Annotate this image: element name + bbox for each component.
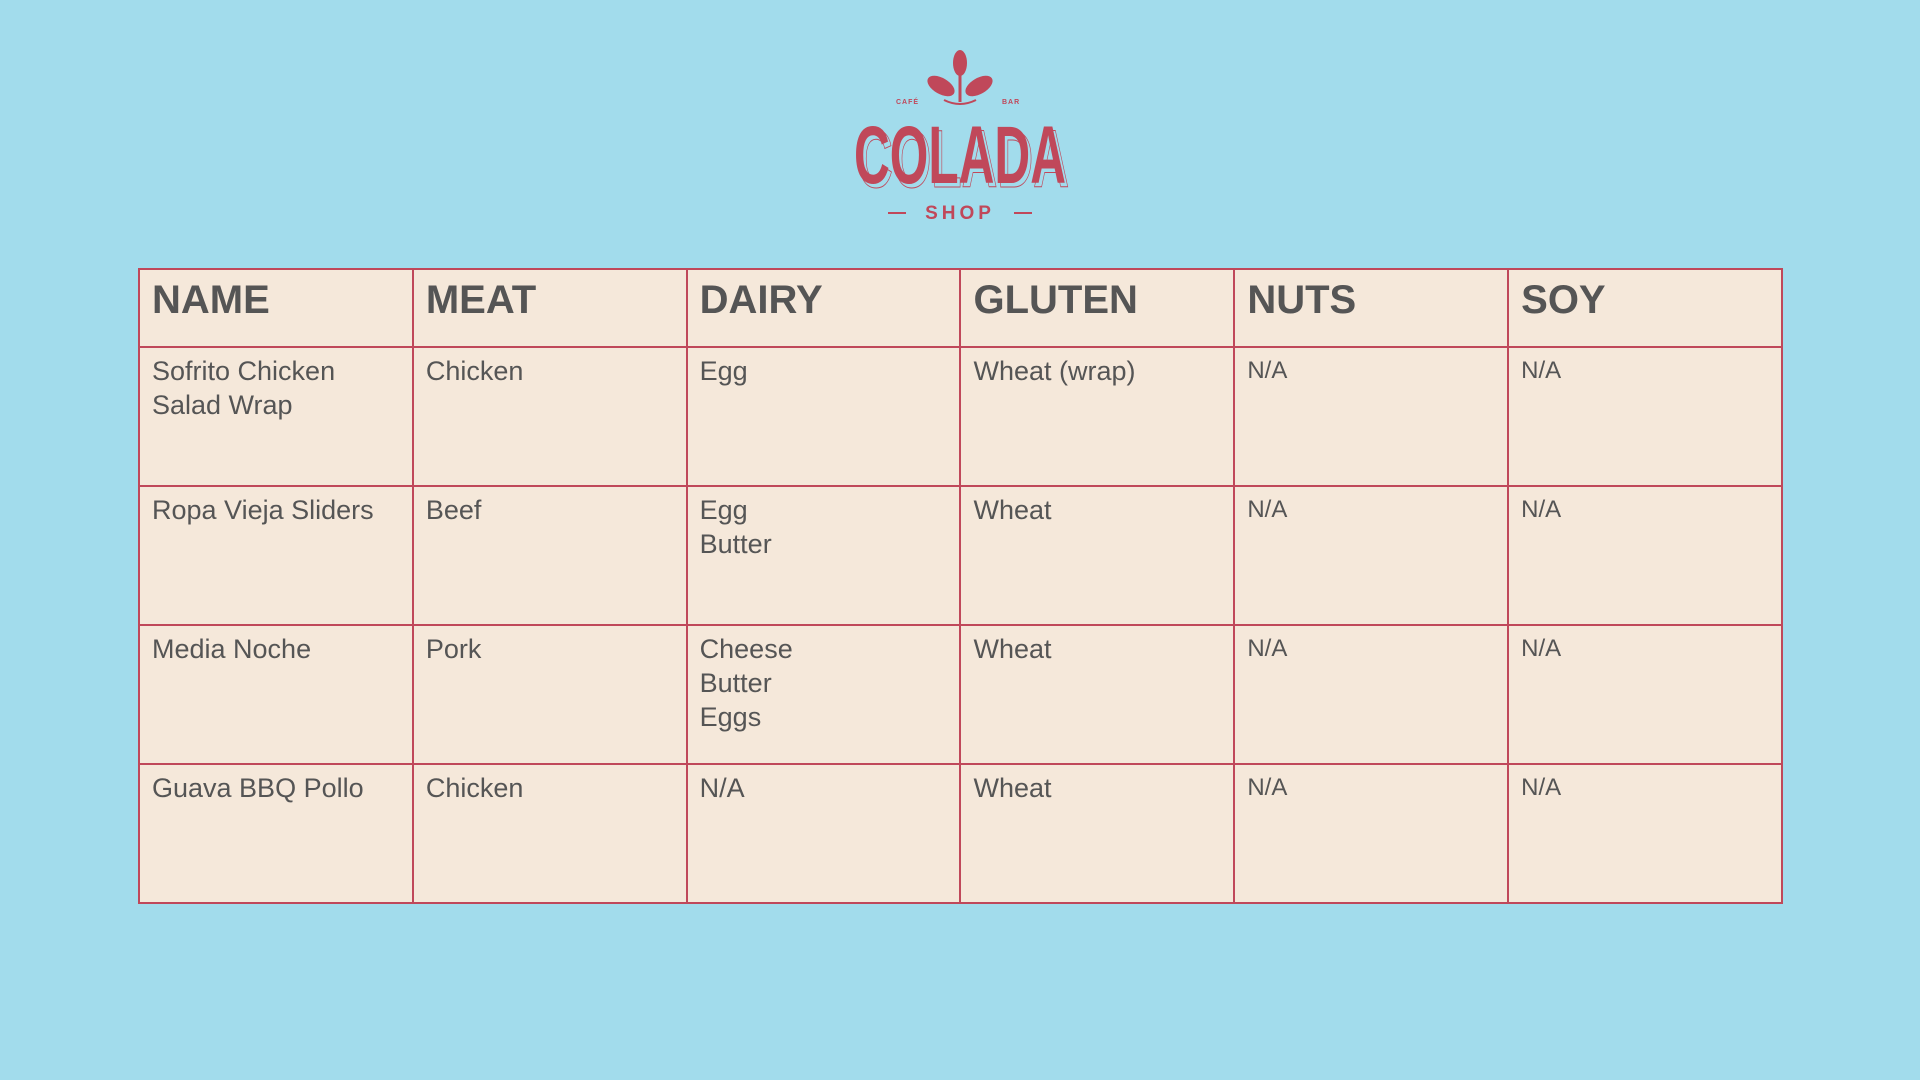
cell-line: Eggs — [699, 702, 762, 732]
logo-subtitle: SHOP — [925, 203, 995, 224]
cell-line: Guava BBQ Pollo — [152, 773, 364, 803]
cell-meat: Chicken — [411, 346, 688, 487]
cell-line: Butter — [699, 668, 772, 698]
cell-line: Sofrito Chicken — [152, 356, 336, 386]
header-name: NAME — [138, 268, 414, 348]
allergen-table: NAME MEAT DAIRY GLUTEN NUTS SOY Sofrito … — [138, 268, 1783, 904]
header-soy: SOY — [1507, 268, 1783, 348]
cell-name: Sofrito Chicken Salad Wrap — [138, 346, 414, 487]
cell-soy: N/A — [1507, 485, 1783, 626]
cell-soy: N/A — [1507, 763, 1783, 904]
cell-line: Salad Wrap — [152, 390, 293, 420]
cell-nuts: N/A — [1233, 485, 1510, 626]
cell-line: Media Noche — [152, 634, 312, 664]
colada-shop-logo: CAFÉ BAR COLADA COLADA SHOP — [840, 48, 1080, 228]
table-row: Media Noche Pork Cheese Butter Eggs Whea… — [138, 624, 1783, 765]
logo-wordmark: COLADA — [854, 110, 1066, 201]
cell-meat: Pork — [411, 624, 688, 765]
cell-gluten: Wheat (wrap) — [959, 346, 1236, 487]
cell-gluten: Wheat — [959, 624, 1236, 765]
cell-nuts: N/A — [1233, 346, 1510, 487]
cell-meat: Chicken — [411, 763, 688, 904]
cell-gluten: Wheat — [959, 763, 1236, 904]
cell-dairy: N/A — [685, 763, 962, 904]
header-nuts: NUTS — [1233, 268, 1510, 348]
table-row: Sofrito Chicken Salad Wrap Chicken Egg W… — [138, 346, 1783, 487]
logo-right-tag: BAR — [1002, 99, 1020, 106]
cell-soy: N/A — [1507, 346, 1783, 487]
cell-line: Egg — [699, 356, 748, 386]
cell-name: Media Noche — [138, 624, 414, 765]
table-row: Ropa Vieja Sliders Beef Egg Butter Wheat… — [138, 485, 1783, 626]
cell-nuts: N/A — [1233, 624, 1510, 765]
cell-name: Guava BBQ Pollo — [138, 763, 414, 904]
logo-wordmark-shadow: COLADA — [857, 114, 1069, 205]
cell-meat: Beef — [411, 485, 688, 626]
header-row: NAME MEAT DAIRY GLUTEN NUTS SOY — [138, 268, 1783, 348]
cell-line: Ropa Vieja Sliders — [152, 495, 374, 525]
cell-line: Butter — [699, 529, 772, 559]
cell-name: Ropa Vieja Sliders — [138, 485, 414, 626]
cell-dairy: Cheese Butter Eggs — [685, 624, 962, 765]
table-row: Guava BBQ Pollo Chicken N/A Wheat N/A N/… — [138, 763, 1783, 904]
logo-left-tag: CAFÉ — [896, 97, 919, 106]
cell-line: Egg — [699, 495, 748, 525]
cell-gluten: Wheat — [959, 485, 1236, 626]
logo-graphic: CAFÉ BAR COLADA COLADA SHOP — [854, 50, 1070, 224]
cell-nuts: N/A — [1233, 763, 1510, 904]
header-gluten: GLUTEN — [959, 268, 1236, 348]
cell-dairy: Egg Butter — [685, 485, 962, 626]
cell-line: N/A — [699, 773, 745, 803]
cell-dairy: Egg — [685, 346, 962, 487]
header-dairy: DAIRY — [685, 268, 962, 348]
cell-soy: N/A — [1507, 624, 1783, 765]
header-meat: MEAT — [411, 268, 688, 348]
cell-line: Cheese — [699, 634, 793, 664]
